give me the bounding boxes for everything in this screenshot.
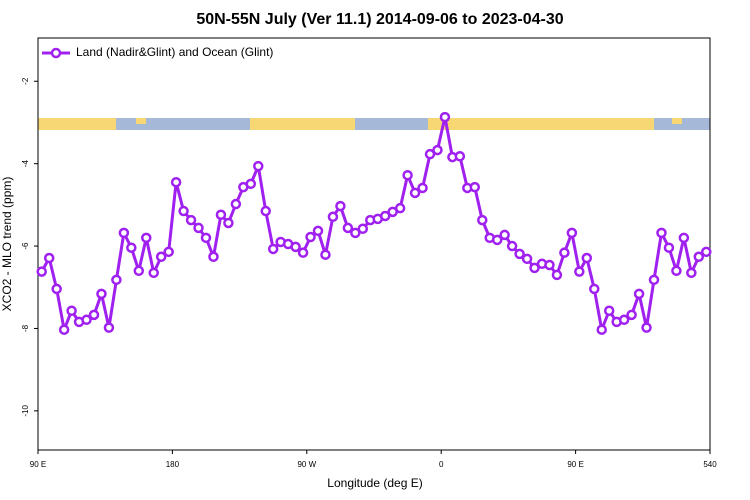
y-tick-label: -2: [21, 77, 30, 85]
data-point: [596, 324, 607, 335]
data-point: [424, 148, 436, 160]
x-tick-label: 180: [166, 460, 180, 469]
data-point: [58, 324, 70, 335]
data-point: [454, 150, 466, 162]
data-point: [566, 227, 578, 239]
data-point: [701, 246, 712, 258]
data-point: [551, 269, 563, 281]
data-point: [477, 214, 488, 226]
data-point: [357, 223, 369, 235]
data-point: [178, 205, 189, 217]
data-point: [678, 232, 690, 244]
data-point: [111, 274, 122, 286]
y-axis-label: XCO2 - MLO trend (ppm): [0, 177, 14, 312]
data-point: [118, 227, 130, 239]
data-point: [163, 246, 174, 258]
data-point: [506, 240, 518, 252]
legend: Land (Nadir&Glint) and Ocean (Glint): [42, 45, 273, 59]
data-point: [633, 288, 645, 300]
data-point: [290, 241, 301, 253]
data-point: [327, 211, 339, 223]
data-point: [499, 229, 510, 241]
data-point: [193, 222, 204, 234]
data-point: [43, 252, 55, 264]
data-point: [335, 200, 346, 212]
data-point: [133, 265, 145, 277]
data-point: [559, 247, 570, 258]
data-point: [148, 267, 159, 279]
data-point: [320, 249, 331, 260]
data-point: [648, 274, 660, 286]
data-point: [88, 309, 100, 321]
data-point: [656, 227, 667, 239]
data-point: [81, 314, 92, 326]
x-axis-label: Longitude (deg E): [327, 476, 422, 490]
data-point: [297, 247, 309, 258]
data-point: [581, 252, 593, 264]
data-point: [603, 305, 615, 316]
data-point: [671, 265, 682, 277]
data-point: [432, 144, 443, 156]
y-tick-label: -10: [21, 405, 30, 417]
data-point: [521, 253, 533, 265]
data-point: [417, 182, 428, 194]
data-point: [529, 262, 540, 274]
data-point: [200, 232, 212, 244]
x-tick-label: 90 E: [30, 460, 46, 469]
x-tick-label: 0: [439, 460, 444, 469]
data-point: [491, 234, 503, 246]
data-point: [409, 187, 421, 199]
y-tick-label: -6: [21, 242, 30, 250]
map-strip: [38, 118, 710, 130]
data-point: [439, 111, 451, 123]
data-point: [312, 225, 324, 237]
data-point: [103, 322, 115, 333]
data-point: [208, 251, 219, 263]
data-point: [618, 314, 630, 326]
legend-label: Land (Nadir&Glint) and Ocean (Glint): [76, 45, 273, 59]
data-point: [126, 242, 137, 253]
data-point: [663, 242, 675, 253]
data-point: [379, 210, 391, 222]
legend-marker: [50, 47, 62, 59]
data-point: [253, 160, 264, 172]
data-point: [342, 222, 354, 234]
data-point: [626, 309, 637, 321]
data-point: [96, 288, 107, 300]
data-point: [66, 305, 77, 316]
data-point: [686, 267, 697, 279]
x-tick-label: 90 W: [297, 460, 316, 469]
data-point: [544, 259, 555, 271]
y-tick-label: -4: [21, 160, 30, 168]
x-tick-label: 90 E: [567, 460, 583, 469]
data-point: [215, 209, 227, 220]
data-point: [267, 243, 279, 255]
data-point: [402, 169, 413, 181]
data-point: [514, 248, 525, 260]
data-point: [36, 266, 47, 277]
y-tick-label: -8: [21, 324, 30, 332]
plot-frame: [37, 37, 711, 451]
data-point: [141, 232, 152, 244]
data-point: [574, 266, 585, 277]
data-point: [305, 231, 316, 243]
data-point: [394, 202, 406, 214]
data-point: [693, 251, 705, 263]
data-point: [185, 214, 197, 226]
chart-title: 50N-55N July (Ver 11.1) 2014-09-06 to 20…: [196, 11, 563, 28]
data-point: [350, 227, 361, 239]
data-point: [260, 205, 271, 217]
data-point: [51, 283, 62, 295]
data-point: [170, 176, 182, 188]
data-point: [641, 322, 652, 333]
data-point: [223, 217, 234, 229]
data-point: [469, 181, 481, 193]
data-point: [230, 198, 242, 210]
data-point: [245, 178, 257, 190]
data-point: [155, 251, 167, 263]
x-tick-label: 540: [703, 460, 717, 469]
data-point: [589, 283, 600, 295]
